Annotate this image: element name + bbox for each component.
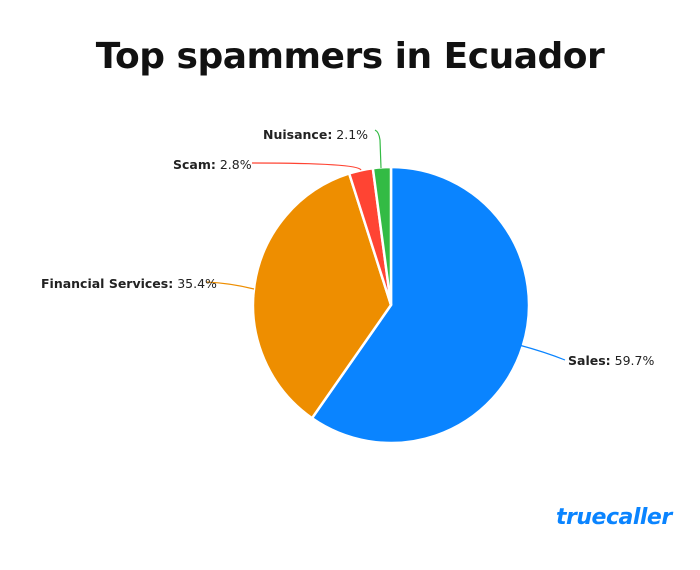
slice-label-financial-services: Financial Services: 35.4% (41, 276, 217, 291)
truecaller-logo: truecaller (556, 505, 672, 530)
slice-label-scam: Scam: 2.8% (173, 157, 252, 172)
pie-slice-financial-services (251, 171, 393, 420)
leader-line-financial-services (205, 281, 255, 290)
slice-label-nuisance: Nuisance: 2.1% (263, 127, 369, 142)
leader-line-scam (251, 162, 362, 171)
slice-label-sales: Sales: 59.7% (568, 353, 655, 368)
leader-line-sales (518, 344, 566, 361)
chart-title: Top spammers in Ecuador (95, 36, 605, 77)
pie-slice-nuisance (371, 165, 393, 306)
leader-line-nuisance (374, 129, 382, 169)
